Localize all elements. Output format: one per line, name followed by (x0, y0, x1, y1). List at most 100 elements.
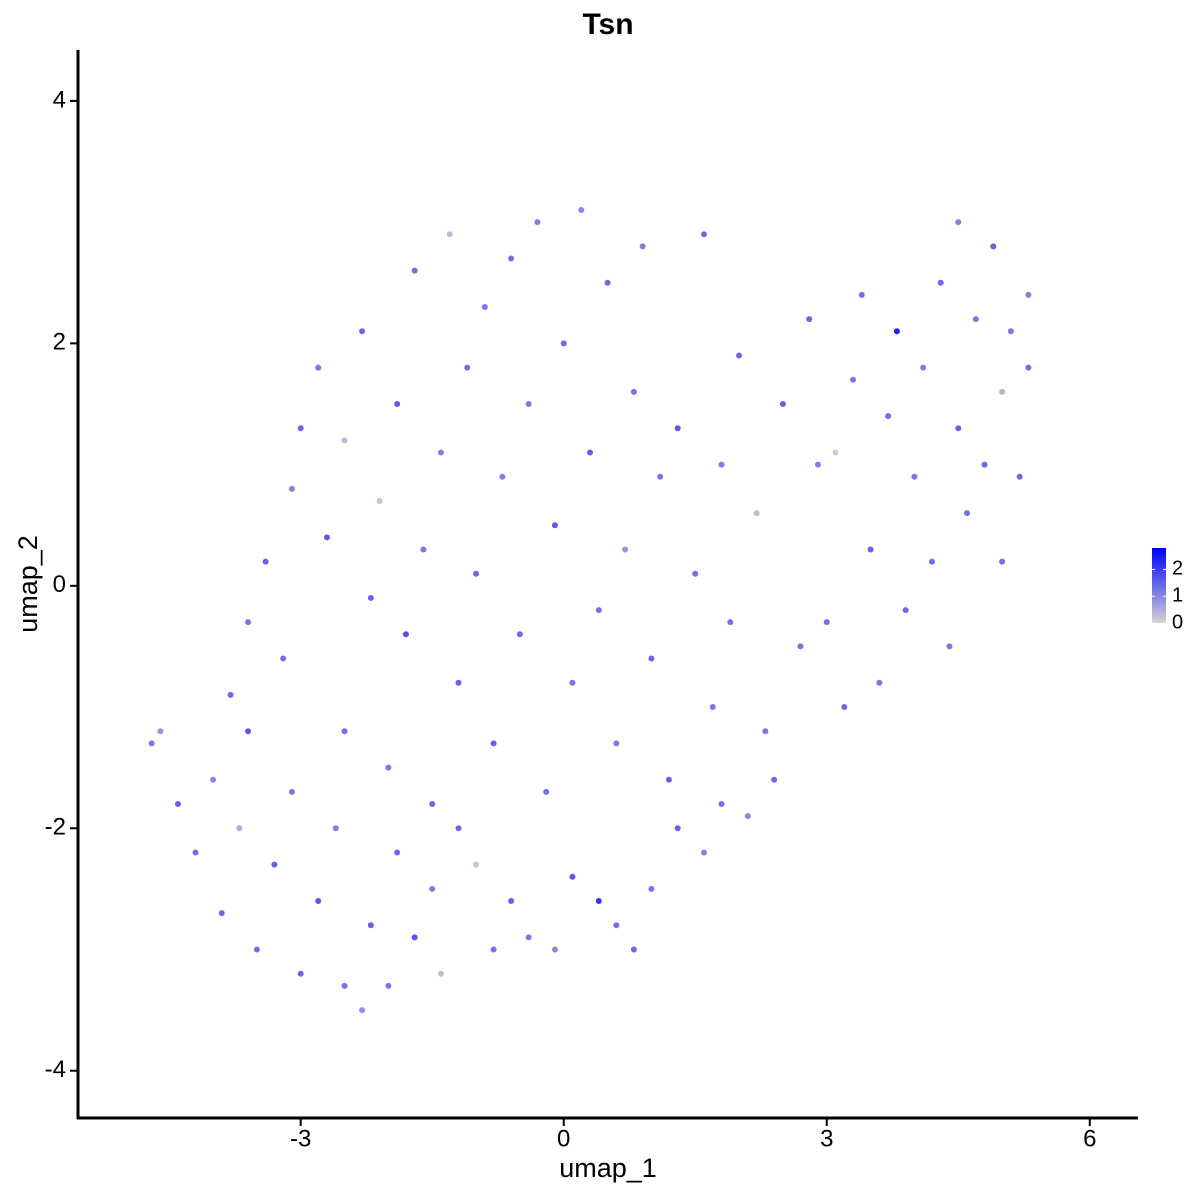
point (315, 364, 322, 371)
y-tick-label: -2 (45, 814, 66, 841)
point (595, 607, 602, 614)
point (1025, 291, 1032, 298)
point (920, 364, 927, 371)
point (359, 1007, 366, 1014)
point (341, 728, 348, 735)
point (876, 679, 883, 686)
point (595, 898, 602, 905)
point (429, 885, 436, 892)
point (376, 497, 383, 504)
point (297, 970, 304, 977)
point (420, 546, 427, 553)
point (157, 728, 164, 735)
point (762, 728, 769, 735)
point (288, 485, 295, 492)
point (280, 655, 287, 662)
point (622, 546, 629, 553)
point (674, 825, 681, 832)
point (814, 461, 821, 468)
y-axis-label: umap_2 (13, 535, 43, 633)
point (692, 570, 699, 577)
point (911, 473, 918, 480)
point (753, 510, 760, 517)
point (648, 655, 655, 662)
point (210, 776, 217, 783)
point (718, 461, 725, 468)
point (341, 437, 348, 444)
point (850, 376, 857, 383)
point (937, 279, 944, 286)
chart-title: Tsn (582, 8, 633, 41)
point (402, 631, 409, 638)
point (841, 704, 848, 711)
point (701, 849, 708, 856)
point (639, 243, 646, 250)
point (253, 946, 260, 953)
point (394, 400, 401, 407)
point (718, 801, 725, 808)
point (288, 788, 295, 795)
point (674, 425, 681, 432)
point (516, 631, 523, 638)
point (148, 740, 155, 747)
point (1025, 364, 1032, 371)
colorbar-label: 0 (1172, 611, 1183, 633)
point (437, 970, 444, 977)
point (587, 449, 594, 456)
point (797, 643, 804, 650)
point (744, 813, 751, 820)
point (341, 982, 348, 989)
point (551, 946, 558, 953)
point (315, 898, 322, 905)
point (736, 352, 743, 359)
point (499, 473, 506, 480)
point (543, 788, 550, 795)
point (1016, 473, 1023, 480)
point (525, 400, 532, 407)
point (727, 619, 734, 626)
point (473, 861, 480, 868)
x-tick-label: 3 (820, 1125, 833, 1152)
point (569, 873, 576, 880)
point (578, 207, 585, 214)
point (236, 825, 243, 832)
point (981, 461, 988, 468)
point (999, 388, 1006, 395)
point (271, 861, 278, 868)
point (972, 316, 979, 323)
point (946, 643, 953, 650)
y-tick-label: 2 (53, 329, 66, 356)
point (227, 691, 234, 698)
point (411, 267, 418, 274)
point (832, 449, 839, 456)
point (613, 922, 620, 929)
point (630, 388, 637, 395)
point (604, 279, 611, 286)
point (323, 534, 330, 541)
point (508, 255, 515, 262)
point (437, 449, 444, 456)
point (192, 849, 199, 856)
point (262, 558, 269, 565)
point (359, 328, 366, 335)
point (385, 982, 392, 989)
point (367, 594, 374, 601)
point (630, 946, 637, 953)
point (455, 679, 462, 686)
point (174, 801, 181, 808)
point (902, 607, 909, 614)
point (806, 316, 813, 323)
point (446, 231, 453, 238)
y-tick-label: -4 (45, 1056, 66, 1083)
colorbar-label: 1 (1172, 584, 1183, 606)
point (955, 219, 962, 226)
point (990, 243, 997, 250)
point (613, 740, 620, 747)
point (490, 740, 497, 747)
colorbar (1152, 548, 1166, 623)
point (569, 679, 576, 686)
point (429, 801, 436, 808)
point (245, 728, 252, 735)
point (779, 400, 786, 407)
